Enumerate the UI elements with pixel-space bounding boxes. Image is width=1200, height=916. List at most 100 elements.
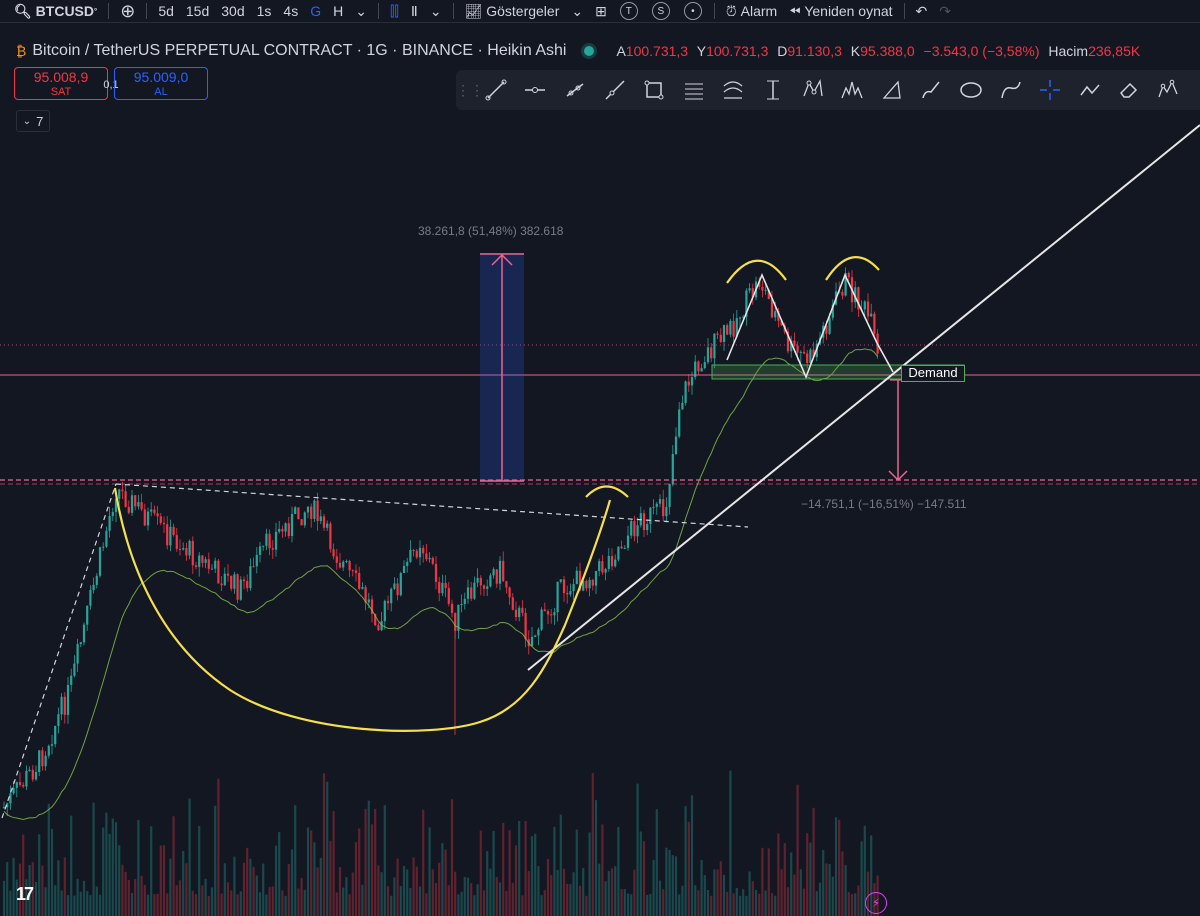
candle-body [223,573,226,586]
candle-body [121,489,124,492]
layout-button[interactable]: ⊞ [589,0,613,22]
candle-body [390,588,393,604]
candle-body [303,512,306,526]
vertical-line-tool[interactable] [753,70,793,110]
badge-dot[interactable]: • [683,2,702,20]
candle-body [271,548,274,550]
candle-body [489,575,492,587]
volume-bar [822,849,825,916]
crosshair-tool[interactable] [1030,70,1070,110]
volume-bar [15,879,18,916]
volume-bar [758,893,761,916]
regression-trend-tool[interactable] [714,70,754,110]
sell-button[interactable]: 95.008,9 SAT [14,67,108,100]
candle-body [290,513,294,536]
volume-bar [329,840,332,916]
drag-handle-icon[interactable]: ⋮⋮ [456,81,484,98]
indicators-dropdown[interactable]: ⌄ [565,0,589,22]
path-tool[interactable] [991,70,1031,110]
candle-body [236,574,239,600]
candle-body [470,587,473,599]
volume-bar [799,869,802,916]
badge-t[interactable]: T [619,2,638,20]
eraser-tool[interactable] [1110,70,1150,110]
rectangle-tool[interactable] [634,70,674,110]
volume-bar [377,865,380,916]
interval-30d[interactable]: 30d [221,3,245,19]
interval-dropdown[interactable]: ⌄ [349,0,373,22]
horizontal-line-tool[interactable] [516,70,556,110]
buy-button[interactable]: 95.009,0 AL [114,67,208,100]
extended-line-tool[interactable] [595,70,635,110]
volume-bar [646,894,649,916]
badge-s[interactable]: S [651,2,670,20]
interval-15d[interactable]: 15d [185,3,210,19]
volume-bar [818,882,822,916]
volume-bar [857,885,860,916]
interval-H[interactable]: H [333,3,344,19]
interval-5d[interactable]: 5d [158,3,174,19]
trendline-white [527,124,1200,671]
candle-body [76,644,79,664]
undo-button[interactable]: ↶ [910,0,934,22]
candle-body [777,311,780,321]
alarm-button[interactable]: ⏰︎ Alarm [720,0,783,22]
polyline-tool[interactable] [1070,70,1110,110]
candle-style-button[interactable]: Ⅱ [405,0,424,22]
candle-body [441,582,444,594]
volume-bar [620,889,623,916]
volume-bar [18,863,22,916]
candle-body [124,491,127,507]
chart-type-dropdown[interactable]: ⌄ [424,0,448,22]
volume-bar [201,885,204,916]
symbol-search[interactable]: 🔍︎ BTCUSD ° [14,2,98,20]
candle-body [626,535,630,548]
triangle-tool[interactable] [872,70,912,110]
candle-body [700,368,703,372]
candle-body [473,582,476,599]
volume-bar [815,891,818,916]
volume-bar [25,879,28,916]
volume-bars [2,770,879,916]
volume-bar [399,886,402,916]
trend-line-tool[interactable] [476,70,516,110]
elliott-wave-tool[interactable] [1149,70,1189,110]
replay-button[interactable]: ⏪︎ Yeniden oynat [783,0,898,22]
candle-body [31,769,34,780]
volume-bar [348,894,351,916]
interval-1s[interactable]: 1s [256,3,272,19]
candle-body [204,559,207,563]
head-shoulders-tool[interactable] [832,70,872,110]
xabcd-pattern-tool[interactable] [793,70,833,110]
volume-bar [281,890,284,916]
candle-body [742,316,745,318]
volume-bar [409,888,412,916]
ellipse-tool[interactable] [951,70,991,110]
lightning-icon[interactable]: ⚡︎ [865,892,887,914]
volume-bar [294,805,297,916]
parallel-channel-tool[interactable] [674,70,714,110]
ray-tool[interactable] [555,70,595,110]
eraser-icon [1120,82,1138,98]
compare-button[interactable]: ⊕ [114,0,141,22]
indicators-button[interactable]: 📈︎ Göstergeler [459,0,566,22]
volume-bar [754,889,758,916]
candle-body [274,531,278,550]
redo-button[interactable]: ↷ [933,0,957,22]
bar-style-button[interactable]: ⫿⫿ [384,0,405,22]
candle-body [438,581,441,594]
brush-tool[interactable] [912,70,952,110]
lot-size-selector[interactable]: ⌄ 7 [16,110,50,132]
candle-body [642,513,646,531]
volume-bar [140,875,143,916]
interval-4s[interactable]: 4s [283,3,299,19]
volume-bar [825,863,828,916]
candle-body [431,557,434,564]
interval-G[interactable]: G [310,3,322,19]
candle-body [162,522,166,525]
sell-price: 95.008,9 [33,69,89,85]
candle-body [623,547,626,549]
volume-bar [386,886,390,916]
volume-bar [278,832,281,916]
